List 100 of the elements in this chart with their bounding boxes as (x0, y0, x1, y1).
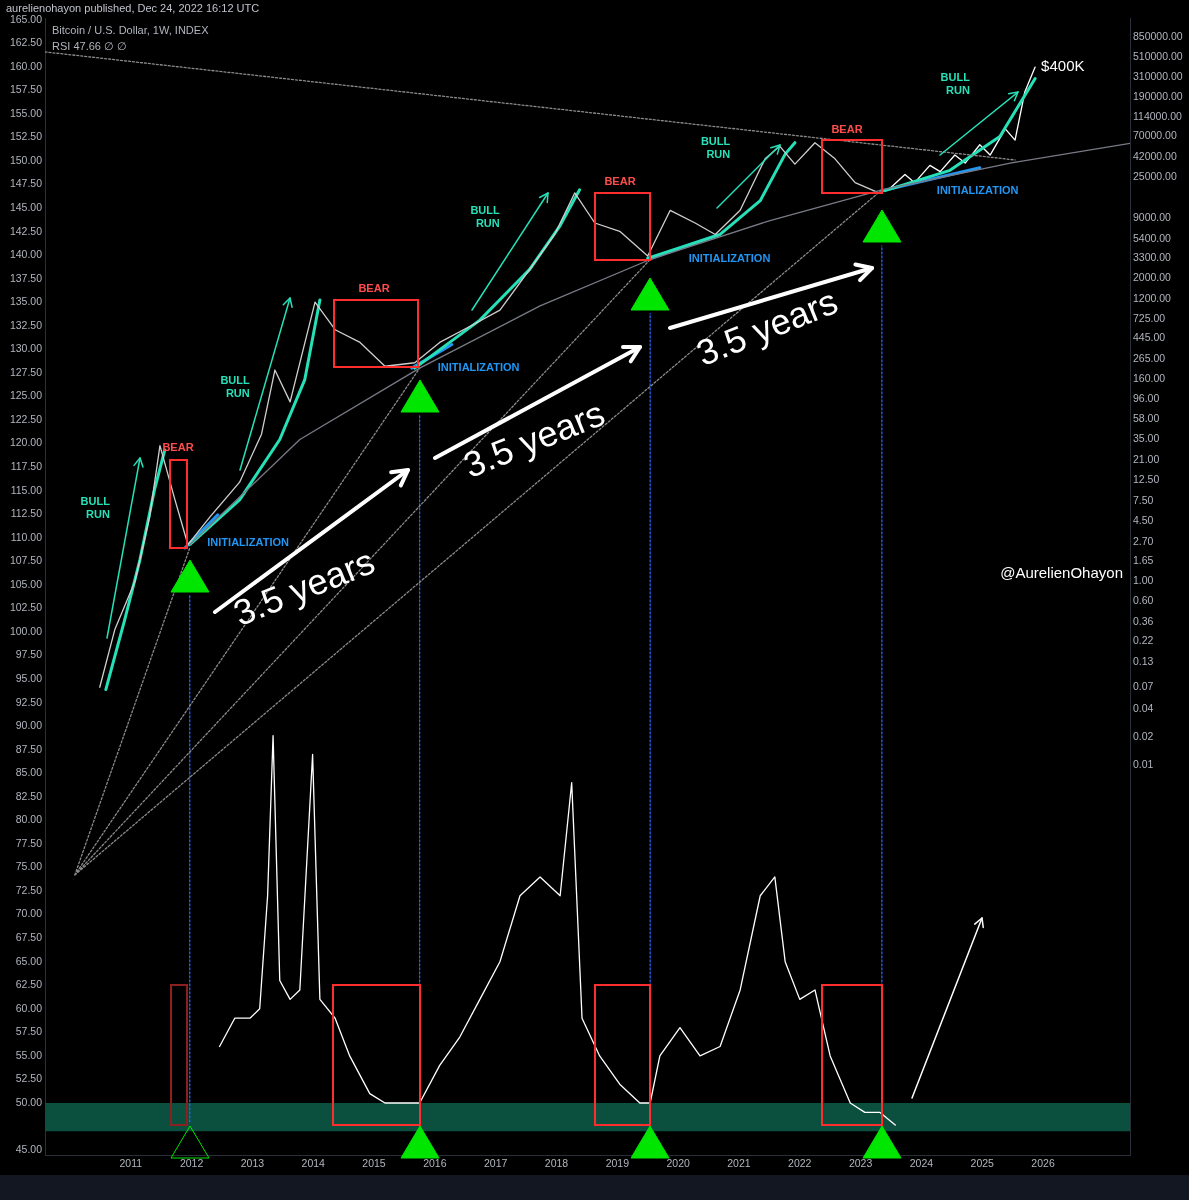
text: BULL RUN (80, 494, 111, 520)
data-label: $400K (1041, 57, 1085, 75)
y-tick-label: 80.00 (15, 813, 43, 826)
y-tick-label: 165.00 (9, 12, 43, 25)
series-label: INITIALIZATION (936, 183, 1019, 196)
y2-tick-label: 12.50 (1133, 473, 1160, 486)
y-tick-label: 85.00 (15, 766, 43, 779)
y2-tick-label: 0.36 (1133, 614, 1154, 627)
y2-tick-label: 4.50 (1133, 514, 1154, 527)
y-tick-label: 50.00 (15, 1095, 43, 1108)
y-tick-label: 57.50 (15, 1025, 43, 1038)
y-tick-label: 55.00 (15, 1048, 43, 1061)
y-tick-label: 92.50 (15, 695, 43, 708)
x-tick-label: 2016 (423, 1157, 447, 1170)
y-tick-label: 72.50 (15, 883, 43, 896)
y-tick-label: 107.50 (9, 554, 43, 567)
y2-tick-label: 21.00 (1133, 452, 1160, 465)
x-tick-label: 2023 (848, 1157, 873, 1170)
y2-tick-label: 310000.00 (1133, 70, 1183, 83)
x-tick-label: 2026 (1031, 1157, 1055, 1170)
y2-tick-label: 1200.00 (1133, 291, 1172, 304)
annotation: 3.5 years (457, 392, 611, 486)
y2-tick-label: 0.07 (1133, 680, 1154, 693)
y2-tick-label: 70000.00 (1133, 129, 1177, 142)
x-tick-label: 2013 (240, 1157, 265, 1170)
y2-tick-label: 35.00 (1133, 432, 1160, 445)
text: Bitcoin / U.S. Dollar, 1W, INDEX (52, 23, 209, 38)
text: aurelienohayon published, Dec 24, 2022 16:12 UTC (6, 2, 260, 14)
annotation: @AurelienOhayon (1000, 564, 1123, 581)
y2-tick-label: 2.70 (1133, 534, 1154, 547)
text: INITIALIZATION (688, 251, 771, 264)
y-tick-label: 102.50 (9, 601, 43, 614)
y-tick-label: 52.50 (15, 1072, 43, 1085)
x-tick-label: 2014 (301, 1157, 326, 1170)
x-tick-label: 2022 (788, 1157, 812, 1170)
y-tick-label: 140.00 (9, 248, 43, 261)
y-tick-label: 62.50 (15, 978, 43, 991)
y-tick-label: 150.00 (9, 153, 43, 166)
y-tick-label: 95.00 (15, 671, 43, 684)
y2-tick-label: 96.00 (1133, 392, 1160, 405)
y-tick-label: 125.00 (9, 389, 43, 402)
x-tick-label: 2012 (179, 1157, 204, 1170)
y-tick-label: 110.00 (10, 530, 43, 543)
x-tick-label: 2018 (544, 1157, 569, 1170)
x-tick-label: 2015 (362, 1157, 386, 1170)
y2-tick-label: 0.04 (1133, 702, 1154, 715)
annotation: 3.5 years (690, 280, 844, 374)
y2-tick-label: 9000.00 (1133, 211, 1172, 224)
annotation: BEAR (358, 281, 390, 294)
y2-tick-label: 3300.00 (1133, 251, 1172, 264)
y-tick-label: 112.50 (10, 507, 43, 520)
y2-tick-label: 42000.00 (1133, 149, 1177, 162)
y-tick-label: 82.50 (15, 789, 43, 802)
x-tick-label: 2017 (483, 1157, 508, 1170)
text: RSI 47.66 ∅ ∅ (52, 39, 129, 54)
y2-tick-label: 850000.00 (1133, 29, 1183, 42)
y2-tick-label: 0.60 (1133, 594, 1154, 607)
y-tick-label: 122.50 (9, 412, 43, 425)
y2-tick-label: 5400.00 (1133, 231, 1172, 244)
x-tick-label: 2019 (605, 1157, 630, 1170)
text: BULL RUN (940, 71, 970, 97)
y-tick-label: 45.00 (15, 1142, 43, 1155)
annotation: BEAR (831, 122, 863, 135)
y-tick-label: 115.00 (10, 483, 43, 496)
y2-tick-label: 1.00 (1133, 574, 1154, 587)
y2-tick-label: 445.00 (1133, 331, 1166, 344)
y-tick-label: 100.00 (9, 624, 43, 637)
y-tick-label: 142.50 (9, 224, 43, 237)
y-tick-label: 152.50 (9, 130, 43, 143)
text: INITIALIZATION (207, 535, 289, 548)
y-tick-label: 60.00 (15, 1001, 43, 1014)
y2-tick-label: 510000.00 (1133, 50, 1183, 63)
y-tick-label: 70.00 (15, 907, 43, 920)
y-tick-label: 130.00 (9, 342, 43, 355)
y2-tick-label: 58.00 (1133, 412, 1160, 425)
x-tick-label: 2024 (909, 1157, 934, 1170)
y-tick-label: 132.50 (9, 318, 43, 331)
y2-tick-label: 25000.00 (1133, 170, 1177, 183)
y2-tick-label: 160.00 (1133, 371, 1166, 384)
y-tick-label: 120.00 (9, 436, 43, 449)
y-tick-label: 117.50 (10, 460, 43, 473)
y2-tick-label: 265.00 (1133, 351, 1166, 364)
x-tick-label: 2025 (970, 1157, 995, 1170)
x-tick-label: 2021 (727, 1157, 751, 1170)
annotation: BEAR (162, 440, 194, 453)
y-tick-label: 145.00 (9, 200, 43, 213)
y-tick-label: 75.00 (15, 860, 43, 873)
y2-tick-label: 0.13 (1133, 655, 1154, 668)
y-tick-label: 127.50 (9, 365, 43, 378)
y2-tick-label: 725.00 (1133, 311, 1166, 324)
y-tick-label: 135.00 (9, 295, 43, 308)
x-tick-label: 2020 (666, 1157, 690, 1170)
y2-tick-label: 1.65 (1133, 554, 1154, 567)
y-tick-label: 155.00 (9, 106, 43, 119)
y2-tick-label: 0.22 (1133, 634, 1154, 647)
y-tick-label: 105.00 (9, 577, 43, 590)
y-tick-label: 160.00 (9, 59, 43, 72)
y2-tick-label: 7.50 (1133, 493, 1154, 506)
y-tick-label: 87.50 (15, 742, 43, 755)
y-tick-label: 137.50 (9, 271, 43, 284)
